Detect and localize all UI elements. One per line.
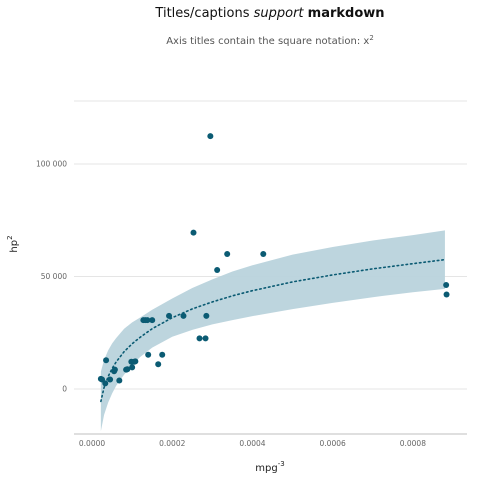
data-point [443,291,450,298]
data-point [214,266,221,273]
data-point [149,317,156,324]
chart-subtitle-text: Axis titles contain the square notation:… [166,36,369,47]
data-point [145,351,152,358]
data-point [202,335,209,342]
chart-title-bold: markdown [308,6,385,21]
data-point [159,351,166,358]
x-tick-label: 0.0008 [400,439,426,448]
confidence-ribbon [100,230,445,432]
data-point [111,366,118,373]
data-point [155,361,162,368]
chart-title-plain: Titles/captions [154,6,253,21]
chart-subtitle-superscript: 2 [369,34,373,42]
chart-subtitle: Axis titles contain the square notation:… [166,34,374,47]
x-tick-label: 0.0006 [320,439,346,448]
y-tick-label: 100 000 [36,160,67,169]
chart-title: Titles/captions support markdown [154,6,384,21]
y-tick-labels: 0 50 000 100 000 [36,160,67,394]
x-axis-title-superscript: -3 [278,460,285,468]
data-point [124,366,131,373]
data-point [190,229,197,236]
data-point [116,377,123,384]
data-point [443,282,450,289]
y-axis-title: hp2 [6,235,20,252]
data-point [207,133,214,140]
y-axis-title-base: hp [9,240,20,253]
data-point [196,335,203,342]
chart-title-italic: support [254,6,305,21]
y-tick-label: 0 [62,385,67,394]
data-point [166,312,173,319]
data-point [260,251,267,257]
x-axis-title-base: mpg [255,463,277,474]
x-axis-title: mpg-3 [255,460,284,474]
data-point [103,357,110,364]
x-tick-label: 0.0002 [159,439,185,448]
data-point [224,251,231,257]
data-point [132,358,139,365]
confidence-ribbon-layer [100,230,445,432]
data-point [180,312,187,319]
data-point [144,317,151,324]
y-tick-label: 50 000 [41,272,67,281]
data-point [102,380,109,387]
data-points-layer [97,133,450,387]
data-point [129,364,136,371]
x-tick-label: 0.0000 [79,439,105,448]
data-point [107,376,114,383]
y-axis-title-superscript: 2 [6,235,14,239]
x-tick-labels: 0.0000 0.0002 0.0004 0.0006 0.0008 [79,439,426,448]
data-point [203,312,210,319]
x-tick-label: 0.0004 [239,439,265,448]
